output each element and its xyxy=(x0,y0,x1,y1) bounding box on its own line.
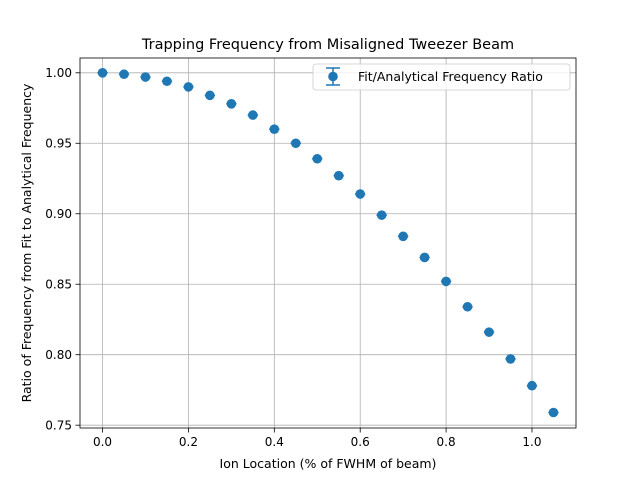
data-point xyxy=(162,76,172,87)
x-tick-label: 0.2 xyxy=(179,435,198,449)
data-point xyxy=(548,407,559,418)
data-point xyxy=(398,231,408,242)
chart-title: Trapping Frequency from Misaligned Tweez… xyxy=(141,37,514,53)
y-tick-label: 0.90 xyxy=(45,207,72,221)
data-point xyxy=(269,124,280,134)
x-tick-label: 0.6 xyxy=(351,435,370,449)
legend-label: Fit/Analytical Frequency Ratio xyxy=(358,69,543,84)
data-point xyxy=(119,69,129,80)
x-tick-label: 0.0 xyxy=(93,435,112,449)
y-tick-label: 0.75 xyxy=(45,418,72,432)
x-axis-ticks: 0.0 0.2 0.4 0.6 0.8 1.0 xyxy=(93,428,542,449)
x-tick-label: 0.8 xyxy=(437,435,456,449)
y-axis-ticks: 0.75 0.80 0.85 0.90 0.95 1.00 xyxy=(45,66,80,432)
data-point xyxy=(462,301,473,312)
data-point xyxy=(248,110,258,120)
y-axis-label: Ratio of Frequency from Fit to Analytica… xyxy=(19,83,34,402)
x-axis-label: Ion Location (% of FWHM of beam) xyxy=(220,456,437,471)
data-point xyxy=(312,153,323,164)
data-point xyxy=(183,82,194,92)
y-tick-label: 0.85 xyxy=(45,278,72,292)
data-point xyxy=(376,210,387,220)
data-point xyxy=(484,327,494,337)
data-point xyxy=(441,276,451,287)
data-point xyxy=(505,354,516,364)
x-tick-label: 1.0 xyxy=(522,435,541,449)
data-point xyxy=(226,99,237,109)
data-point xyxy=(140,72,151,82)
data-point xyxy=(97,68,108,78)
data-point xyxy=(205,90,215,101)
plot-frame xyxy=(79,57,577,429)
data-point xyxy=(527,380,537,391)
y-tick-label: 0.95 xyxy=(45,137,72,151)
legend: Fit/Analytical Frequency Ratio xyxy=(312,63,571,91)
data-point xyxy=(419,252,430,263)
legend-marker xyxy=(326,67,340,86)
data-point xyxy=(290,138,301,149)
data-points xyxy=(97,68,559,418)
grid xyxy=(80,58,576,428)
x-tick-label: 0.4 xyxy=(265,435,284,449)
y-tick-label: 0.80 xyxy=(45,348,72,362)
data-point xyxy=(333,170,344,181)
y-tick-label: 1.00 xyxy=(45,66,72,80)
data-point xyxy=(355,189,366,199)
legend-box xyxy=(312,63,571,91)
